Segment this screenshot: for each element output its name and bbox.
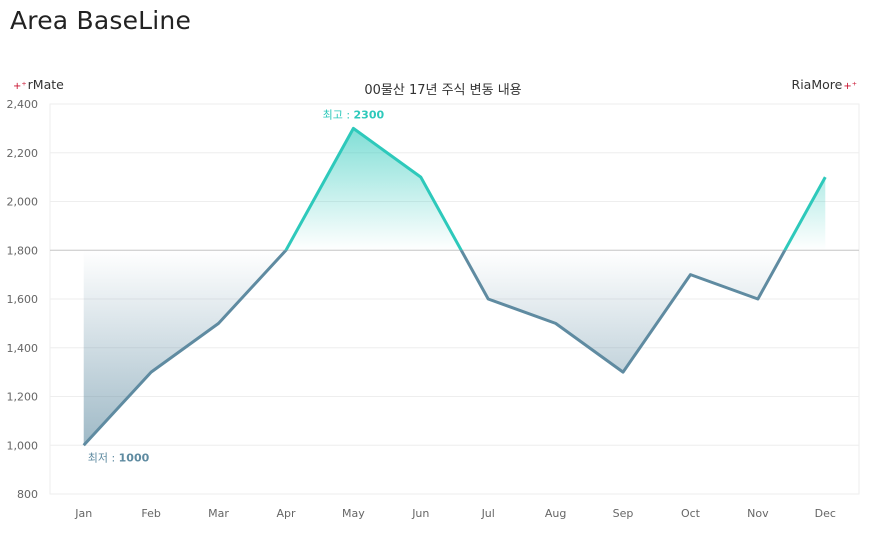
x-tick-label: Nov (747, 507, 769, 520)
x-tick-label: Aug (545, 507, 566, 520)
riamore-logo-text: RiaMore (791, 77, 843, 92)
y-tick-label: 2,400 (7, 98, 39, 111)
min-annotation: 최저 : 1000 (88, 451, 150, 464)
x-tick-label: Jun (411, 507, 429, 520)
riamore-logo: RiaMore+⁺ (792, 77, 858, 92)
axes: 800 1,000 1,200 1,400 1,600 1,800 2,000 2,200 2,… (7, 98, 836, 520)
y-tick-label: 2,200 (7, 147, 39, 160)
grid-lines (49, 103, 860, 495)
rmate-logo-mark-icon: +⁺ (13, 81, 27, 92)
y-tick-label: 2,000 (7, 196, 39, 209)
x-tick-label: Apr (276, 507, 296, 520)
x-tick-label: Jan (74, 507, 92, 520)
area-fills (83, 128, 826, 446)
y-tick-label: 1,400 (7, 342, 39, 355)
series-line-below-baseline (82, 250, 787, 447)
y-tick-label: 1,600 (7, 293, 39, 306)
x-tick-label: Oct (681, 507, 701, 520)
riamore-logo-mark-icon: +⁺ (843, 81, 857, 92)
rmate-logo-text: rMate (27, 77, 64, 92)
x-tick-label: Sep (613, 507, 634, 520)
series-lines (82, 126, 827, 447)
y-tick-label: 800 (17, 488, 38, 501)
y-tick-label: 1,200 (7, 391, 39, 404)
x-tick-label: Mar (208, 507, 229, 520)
x-tick-label: Dec (815, 507, 836, 520)
annotations: 최고 : 2300 최저 : 1000 (88, 108, 385, 464)
y-tick-label: 1,800 (7, 244, 39, 257)
y-tick-label: 1,000 (7, 439, 39, 452)
area-fill-below-baseline (83, 250, 826, 446)
x-tick-label: Feb (141, 507, 160, 520)
chart-title: 00물산 17년 주식 변동 내용 (364, 83, 522, 98)
x-tick-label: May (342, 507, 365, 520)
max-annotation: 최고 : 2300 (323, 108, 385, 121)
page-title: Area BaseLine (10, 6, 192, 35)
rmate-logo: +⁺rMate (12, 77, 64, 92)
series-line-above-baseline (283, 126, 827, 251)
x-tick-label: Jul (481, 507, 495, 520)
